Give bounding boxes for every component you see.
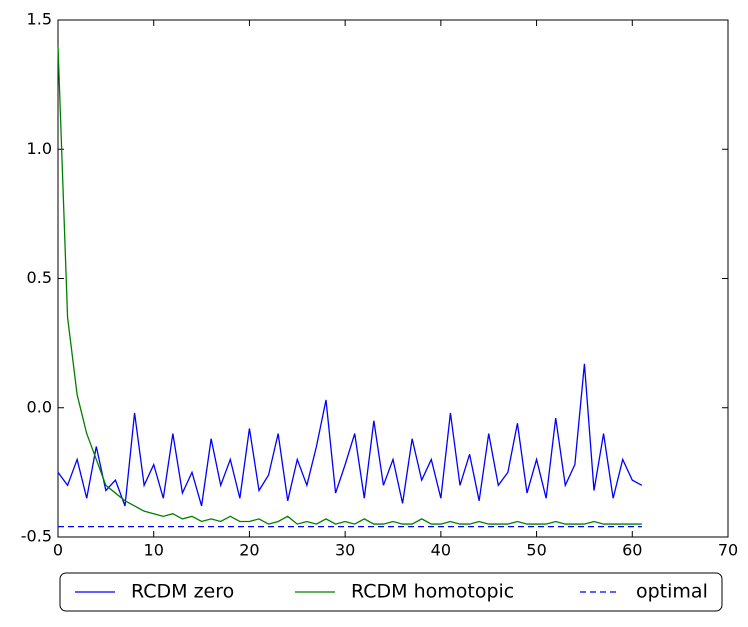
legend-label: optimal bbox=[636, 581, 708, 603]
y-tick-label: -0.5 bbox=[21, 527, 52, 546]
x-tick-label: 10 bbox=[144, 541, 164, 560]
x-tick-label: 0 bbox=[53, 541, 63, 560]
y-tick-label: 1.5 bbox=[27, 10, 52, 29]
x-tick-label: 70 bbox=[718, 541, 738, 560]
legend-label: RCDM homotopic bbox=[351, 581, 514, 603]
y-tick-label: 0.0 bbox=[27, 397, 52, 416]
series-line bbox=[57, 363, 643, 507]
legend-box bbox=[59, 572, 723, 612]
x-tick-label: 60 bbox=[622, 541, 642, 560]
y-tick-label: 1.0 bbox=[27, 139, 52, 158]
series-line bbox=[57, 45, 642, 525]
x-tick-label: 40 bbox=[431, 541, 451, 560]
y-tick-label: 0.5 bbox=[27, 268, 52, 287]
legend-label: RCDM zero bbox=[131, 581, 234, 603]
x-tick-label: 50 bbox=[526, 541, 546, 560]
x-tick-label: 30 bbox=[335, 541, 355, 560]
x-tick-label: 20 bbox=[239, 541, 259, 560]
